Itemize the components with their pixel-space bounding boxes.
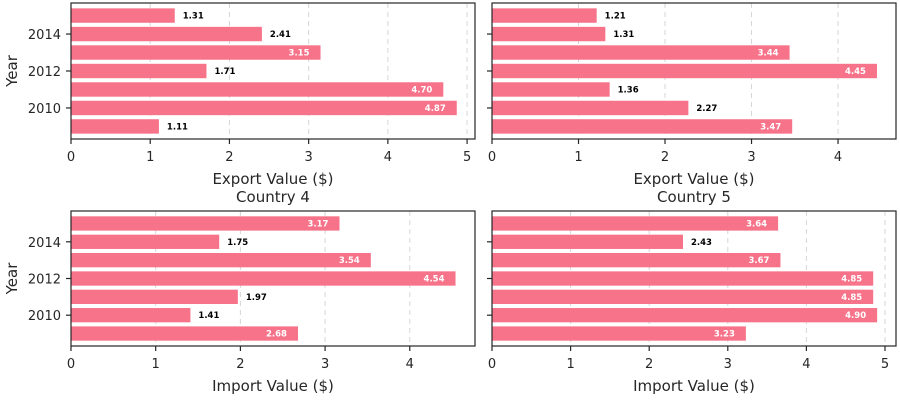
bar	[492, 45, 790, 60]
x-tick-label: 5	[881, 357, 889, 372]
bar	[71, 26, 262, 42]
bar-value-label: 2.41	[270, 30, 291, 40]
bar-value-label: 3.54	[339, 256, 360, 266]
bar-value-label: 1.21	[605, 12, 626, 22]
x-axis-title: Import Value ($)	[212, 377, 334, 395]
x-tick-label: 1	[146, 150, 154, 165]
x-tick-label: 0	[488, 357, 496, 372]
bar	[492, 26, 606, 42]
x-tick-label: 4	[834, 150, 842, 165]
panel-title: Country 4	[236, 188, 310, 206]
bar-value-label: 3.64	[746, 219, 767, 229]
x-tick-label: 2	[236, 357, 244, 372]
bar-value-label: 3.47	[760, 122, 781, 132]
bar-value-label: 4.85	[841, 275, 862, 285]
x-tick-label: 0	[67, 150, 75, 165]
x-tick-label: 4	[406, 357, 414, 372]
bar	[71, 308, 191, 323]
x-tick-label: 3	[321, 357, 329, 372]
bar-value-label: 4.45	[845, 67, 866, 77]
bar	[492, 63, 877, 79]
bar-value-label: 1.97	[246, 293, 267, 303]
bar	[71, 289, 238, 304]
x-tick-label: 3	[747, 150, 755, 165]
bar	[492, 100, 689, 116]
bar	[492, 253, 781, 268]
bar-value-label: 1.36	[618, 85, 639, 95]
x-axis-title: Import Value ($)	[633, 377, 755, 395]
bar	[71, 216, 340, 231]
x-axis-title: Export Value ($)	[633, 170, 754, 188]
bar	[71, 100, 457, 116]
x-tick-label: 4	[802, 357, 810, 372]
y-axis-title: Year	[3, 54, 21, 88]
chart-panel-3: 2.68 1.41 1.97 4.54 3.54 1.75 3.17 0 1 2 3 4 2010 201…	[3, 188, 476, 395]
bar	[492, 216, 779, 231]
bar	[71, 45, 321, 60]
y-tick-label: 2012	[28, 65, 61, 80]
x-tick-label: 3	[724, 357, 732, 372]
bar-value-label: 4.85	[841, 293, 862, 303]
bar-value-label: 2.68	[266, 330, 287, 340]
x-tick-label: 1	[574, 150, 582, 165]
y-tick-label: 2014	[28, 28, 61, 43]
bar-value-label: 4.87	[425, 104, 446, 114]
bar	[71, 253, 371, 268]
x-tick-label: 0	[67, 357, 75, 372]
bar	[71, 82, 444, 97]
x-tick-label: 4	[384, 150, 392, 165]
x-axis-title: Export Value ($)	[212, 170, 333, 188]
bar-value-label: 1.41	[198, 311, 219, 321]
bar-value-label: 3.67	[748, 256, 769, 266]
y-tick-label: 2014	[28, 236, 61, 251]
bar	[492, 326, 746, 341]
y-tick-label: 2012	[28, 273, 61, 288]
bar	[492, 119, 793, 134]
bar-value-label: 2.43	[691, 238, 712, 248]
chart-panel-2: 3.47 2.27 1.36 4.45 3.44 1.31 1.21 0 1 2 3 4 Export …	[487, 2, 897, 188]
bar	[71, 8, 175, 23]
bar-value-label: 4.54	[424, 275, 445, 285]
x-tick-label: 5	[463, 150, 471, 165]
chart-panel-4: 3.23 4.90 4.85 4.85 3.67 2.43 3.64 0 1 2 3 4 5 Import…	[487, 188, 897, 395]
bar	[492, 82, 610, 97]
x-tick-label: 1	[566, 357, 574, 372]
x-tick-label: 2	[645, 357, 653, 372]
x-tick-label: 3	[305, 150, 313, 165]
panel-title: Country 5	[657, 188, 731, 206]
bar-value-label: 3.15	[289, 49, 310, 59]
bar	[492, 289, 874, 304]
bar-value-label: 4.90	[845, 311, 866, 321]
bar	[71, 63, 207, 79]
bar-value-label: 3.23	[714, 330, 735, 340]
bar-value-label: 1.31	[183, 12, 204, 22]
bar	[492, 271, 874, 286]
bar-value-label: 1.11	[167, 122, 188, 132]
bar	[71, 234, 220, 249]
bar	[492, 308, 878, 323]
x-tick-label: 1	[152, 357, 160, 372]
x-tick-label: 2	[225, 150, 233, 165]
x-tick-label: 0	[488, 150, 496, 165]
y-axis-title: Year	[3, 262, 21, 296]
x-tick-label: 2	[661, 150, 669, 165]
bar-value-label: 4.70	[411, 85, 432, 95]
bar	[492, 234, 683, 249]
bar-value-label: 1.71	[214, 67, 235, 77]
bar	[492, 8, 597, 23]
y-tick-label: 2010	[28, 309, 61, 324]
bar-value-label: 3.44	[758, 49, 779, 59]
bar	[71, 271, 456, 286]
bar	[71, 119, 159, 134]
bar-value-label: 1.31	[613, 30, 634, 40]
bar	[71, 326, 298, 341]
chart-panel-1: 1.11 4.87 4.70 1.71 3.15 2.41 1.31 0 1 2 3 4 5 2010 20…	[3, 2, 476, 188]
bar-value-label: 1.75	[227, 238, 248, 248]
bar-value-label: 3.17	[308, 219, 329, 229]
bar-value-label: 2.27	[696, 104, 717, 114]
y-tick-label: 2010	[28, 102, 61, 117]
